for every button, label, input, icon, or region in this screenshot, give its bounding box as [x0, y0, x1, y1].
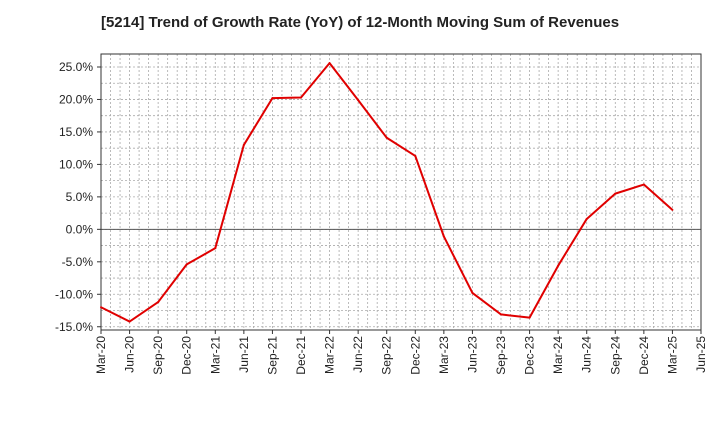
y-tick-label: -5.0%	[62, 255, 94, 269]
y-axis: 25.0% 20.0% 15.0% 10.0% 5.0% 0.0% -5.0% -10.0% -…	[55, 60, 101, 334]
data-point	[300, 96, 302, 99]
y-tick-label: -15.0%	[55, 320, 93, 334]
y-tick-label: 25.0%	[59, 60, 93, 74]
x-tick-label: Sep-21	[265, 336, 279, 375]
plot-area	[101, 54, 701, 330]
x-tick-label: Jun-23	[465, 336, 479, 373]
x-tick-label: Dec-21	[294, 336, 308, 375]
data-point	[328, 62, 331, 65]
x-tick-label: Jun-24	[580, 336, 594, 373]
x-tick-label: Mar-20	[94, 336, 108, 374]
y-tick-label: 5.0%	[66, 190, 94, 204]
data-point	[157, 301, 160, 304]
data-point	[557, 264, 560, 267]
x-tick-label: Mar-25	[665, 336, 679, 374]
y-tick-label: -10.0%	[55, 287, 93, 301]
x-tick-label: Dec-24	[637, 336, 651, 375]
y-tick-label: 20.0%	[59, 92, 93, 106]
data-point	[128, 320, 131, 323]
y-tick-label: 15.0%	[59, 125, 93, 139]
x-tick-label: Mar-22	[323, 336, 337, 374]
data-point	[385, 136, 388, 139]
x-tick-label: Jun-21	[237, 336, 251, 373]
x-tick-label: Dec-22	[408, 336, 422, 375]
x-axis: Mar-20 Jun-20 Sep-20 Dec-20 Mar-21 Jun-21 Sep-…	[94, 330, 708, 375]
data-point	[528, 316, 531, 319]
data-point	[214, 247, 217, 250]
data-point	[500, 313, 502, 316]
data-point	[100, 306, 102, 309]
chart-title: [5214] Trend of Growth Rate (YoY) of 12-…	[100, 14, 620, 31]
x-tick-label: Sep-24	[608, 336, 622, 375]
x-grid	[110, 54, 692, 330]
data-point	[671, 208, 674, 211]
plot-border	[100, 53, 702, 331]
x-tick-label: Sep-20	[151, 336, 165, 375]
y-tick-label: 0.0%	[66, 222, 94, 236]
x-tick-label: Mar-23	[437, 336, 451, 374]
x-tick-label: Dec-20	[180, 336, 194, 375]
data-point	[471, 291, 474, 294]
x-tick-label: Jun-25	[694, 336, 708, 373]
data-point	[271, 97, 274, 100]
y-tick-label: 10.0%	[59, 157, 93, 171]
data-point	[442, 235, 445, 238]
x-tick-label: Mar-21	[208, 336, 222, 374]
x-tick-label: Jun-22	[351, 336, 365, 373]
data-point	[642, 183, 645, 186]
series-group	[100, 62, 674, 323]
x-tick-label: Mar-24	[551, 336, 565, 374]
data-point	[414, 154, 417, 157]
data-point	[242, 143, 245, 146]
data-point	[585, 217, 588, 220]
data-point	[357, 99, 360, 102]
x-tick-label: Sep-23	[494, 336, 508, 375]
data-point	[614, 192, 617, 195]
x-tick-label: Jun-20	[123, 336, 137, 373]
x-tick-label: Sep-22	[380, 336, 394, 375]
data-point	[185, 263, 188, 266]
x-tick-label: Dec-23	[523, 336, 537, 375]
